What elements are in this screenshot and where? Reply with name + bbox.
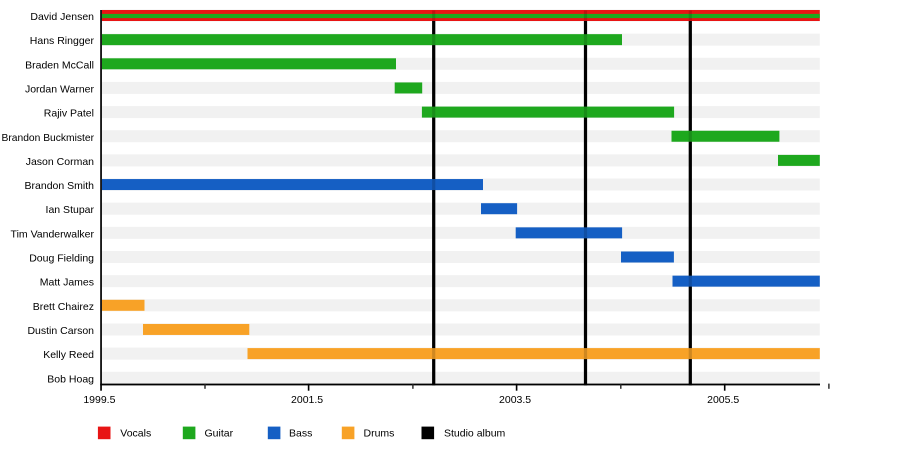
svg-text:2001.5: 2001.5 bbox=[291, 394, 323, 406]
svg-text:Rajiv Patel: Rajiv Patel bbox=[44, 108, 94, 120]
svg-text:Brandon Buckmister: Brandon Buckmister bbox=[2, 132, 95, 144]
svg-text:Bass: Bass bbox=[289, 427, 312, 439]
svg-text:Hans Ringger: Hans Ringger bbox=[30, 35, 95, 47]
svg-text:Guitar: Guitar bbox=[205, 427, 234, 439]
svg-text:David Jensen: David Jensen bbox=[30, 11, 94, 23]
svg-text:Braden McCall: Braden McCall bbox=[25, 59, 94, 71]
svg-text:Studio album: Studio album bbox=[444, 427, 506, 439]
svg-text:Drums: Drums bbox=[364, 427, 395, 439]
svg-text:Matt James: Matt James bbox=[40, 277, 94, 289]
svg-text:1999.5: 1999.5 bbox=[83, 394, 115, 406]
svg-text:Ian Stupar: Ian Stupar bbox=[46, 204, 95, 216]
svg-text:Dustin Carson: Dustin Carson bbox=[27, 325, 94, 337]
svg-text:2003.5: 2003.5 bbox=[499, 394, 531, 406]
svg-text:Brett Chairez: Brett Chairez bbox=[33, 301, 94, 313]
svg-text:Doug Fielding: Doug Fielding bbox=[29, 253, 94, 265]
svg-text:Vocals: Vocals bbox=[120, 427, 151, 439]
svg-text:2005.5: 2005.5 bbox=[707, 394, 739, 406]
svg-text:Brandon Smith: Brandon Smith bbox=[25, 180, 95, 192]
svg-text:Kelly Reed: Kelly Reed bbox=[43, 349, 94, 361]
svg-text:Jason Corman: Jason Corman bbox=[26, 156, 94, 168]
svg-text:Bob Hoag: Bob Hoag bbox=[47, 373, 94, 385]
svg-text:Tim Vanderwalker: Tim Vanderwalker bbox=[11, 228, 95, 240]
svg-text:Jordan Warner: Jordan Warner bbox=[25, 83, 95, 95]
